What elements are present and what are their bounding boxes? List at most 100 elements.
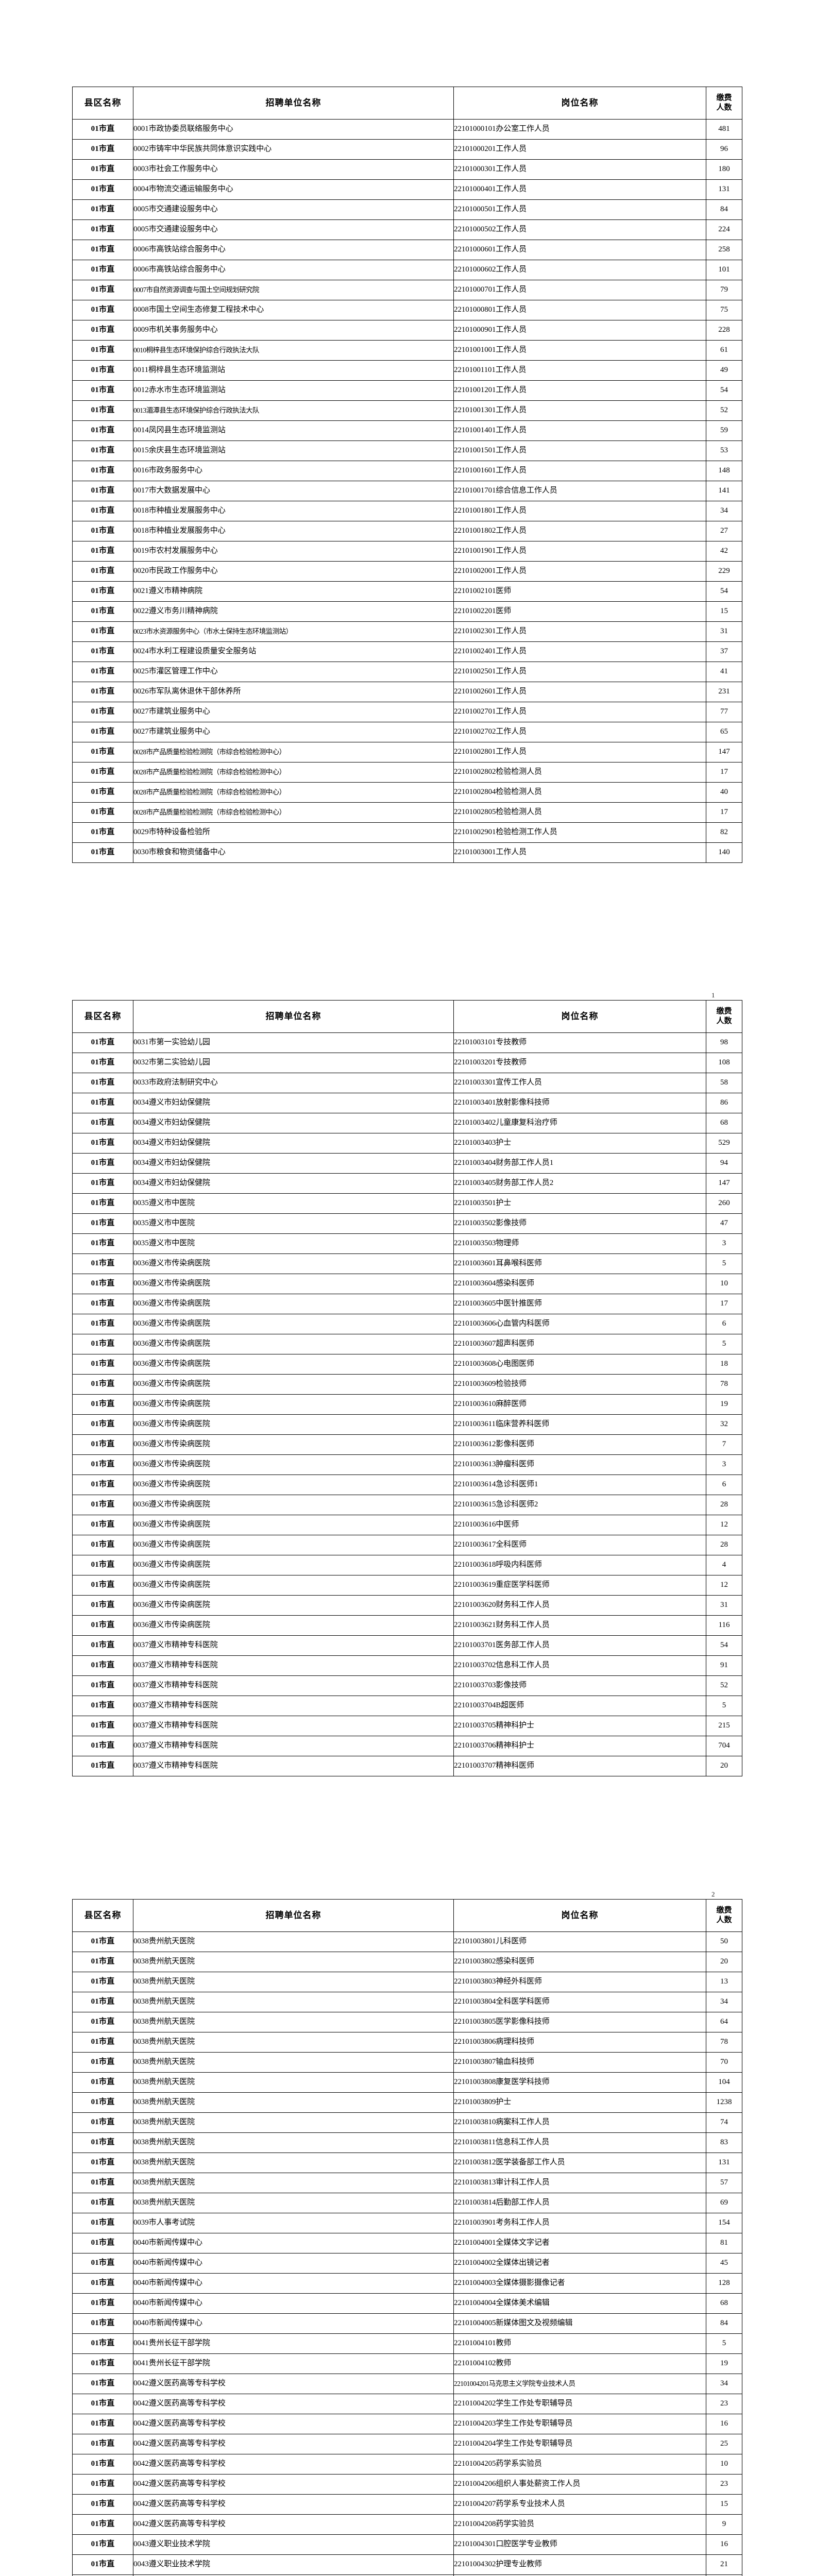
cell-unit: 0034遵义市妇幼保健院 — [133, 1173, 454, 1194]
cell-count: 23 — [706, 2474, 742, 2495]
cell-unit: 0036遵义市传染病医院 — [133, 1454, 454, 1475]
cell-unit: 0036遵义市传染病医院 — [133, 1274, 454, 1294]
cell-region: 01市直 — [72, 1675, 133, 1696]
table-row: 01市直 0031市第一实验幼儿园 22101003101专技教师 98 — [72, 1032, 742, 1053]
cell-region: 01市直 — [72, 1454, 133, 1475]
page-break-gap — [0, 863, 814, 914]
cell-count: 40 — [706, 782, 742, 803]
table-row: 01市直 0038贵州航天医院 22101003802感染科医师 20 — [72, 1952, 742, 1972]
cell-unit: 0037遵义市精神专科医院 — [133, 1635, 454, 1656]
count-header-line2: 人数 — [716, 1017, 732, 1025]
cell-post: 22101003612影像科医师 — [453, 1434, 706, 1455]
cell-region: 01市直 — [72, 1595, 133, 1616]
cell-post: 22101003812医学装备部工作人员 — [453, 2153, 706, 2173]
page-number: 1 — [711, 991, 715, 999]
cell-region: 01市直 — [72, 1374, 133, 1395]
cell-count: 74 — [706, 2112, 742, 2133]
cell-post: 22101000601工作人员 — [453, 240, 706, 260]
cell-region: 01市直 — [72, 1193, 133, 1214]
cell-unit: 0027市建筑业服务中心 — [133, 702, 454, 722]
table-row: 01市直 0037遵义市精神专科医院 22101003706精神科护士 704 — [72, 1736, 742, 1756]
table-row: 01市直 0042遵义医药高等专科学校 22101004203学生工作处专职辅导员 1… — [72, 2414, 742, 2434]
column-header-count: 缴费 人数 — [706, 1000, 742, 1033]
cell-count: 98 — [706, 1032, 742, 1053]
cell-region: 01市直 — [72, 1515, 133, 1535]
table-row: 01市直 0038贵州航天医院 22101003812医学装备部工作人员 131 — [72, 2153, 742, 2173]
cell-post: 22101003615急诊科医师2 — [453, 1495, 706, 1515]
cell-region: 01市直 — [72, 1093, 133, 1113]
cell-post: 22101004101教师 — [453, 2333, 706, 2354]
cell-post: 22101002101医师 — [453, 581, 706, 602]
cell-unit: 0037遵义市精神专科医院 — [133, 1716, 454, 1736]
cell-post: 22101002805检验检测人员 — [453, 802, 706, 823]
cell-unit: 0031市第一实验幼儿园 — [133, 1032, 454, 1053]
cell-post: 22101004102教师 — [453, 2353, 706, 2374]
page-2: 1 县区名称 招聘单位名称 岗位名称 缴费 人数 01市直 0031市第一实验幼儿园 22101… — [0, 914, 814, 1776]
cell-region: 01市直 — [72, 1213, 133, 1234]
table-row: 01市直 0038贵州航天医院 22101003810病案科工作人员 74 — [72, 2112, 742, 2133]
cell-region: 01市直 — [72, 320, 133, 341]
cell-region: 01市直 — [72, 762, 133, 783]
cell-unit: 0010桐梓县生态环境保护综合行政执法大队 — [133, 340, 454, 361]
cell-region: 01市直 — [72, 2514, 133, 2535]
table-row: 01市直 0038贵州航天医院 22101003814后勤部工作人员 69 — [72, 2193, 742, 2213]
cell-count: 231 — [706, 682, 742, 702]
cell-region: 01市直 — [72, 1756, 133, 1776]
cell-unit: 0027市建筑业服务中心 — [133, 722, 454, 742]
cell-region: 01市直 — [72, 1696, 133, 1716]
table-row: 01市直 0036遵义市传染病医院 22101003606心血管内科医师 6 — [72, 1314, 742, 1334]
cell-region: 01市直 — [72, 2233, 133, 2253]
cell-count: 28 — [706, 1535, 742, 1555]
cell-post: 22101004201马克思主义学院专业技术人员 — [453, 2374, 706, 2394]
cell-post: 22101001501工作人员 — [453, 440, 706, 461]
table-row: 01市直 0038贵州航天医院 22101003803神经外科医师 13 — [72, 1972, 742, 1992]
cell-region: 01市直 — [72, 1716, 133, 1736]
table-row: 01市直 0005市交通建设服务中心 22101000501工作人员 84 — [72, 199, 742, 220]
cell-post: 22101003811信息科工作人员 — [453, 2132, 706, 2153]
cell-count: 10 — [706, 1274, 742, 1294]
cell-region: 01市直 — [72, 360, 133, 381]
cell-unit: 0040市新闻传媒中心 — [133, 2273, 454, 2294]
cell-region: 01市直 — [72, 1575, 133, 1596]
table-row: 01市直 0042遵义医药高等专科学校 22101004201马克思主义学院专业技术… — [72, 2374, 742, 2394]
cell-post: 22101002802检验检测人员 — [453, 762, 706, 783]
cell-unit: 0036遵义市传染病医院 — [133, 1294, 454, 1314]
cell-post: 22101000101办公室工作人员 — [453, 119, 706, 140]
cell-post: 22101003706精神科护士 — [453, 1736, 706, 1756]
cell-unit: 0037遵义市精神专科医院 — [133, 1696, 454, 1716]
table-row: 01市直 0043遵义职业技术学院 22101004302护理专业教师 21 — [72, 2554, 742, 2575]
cell-region: 01市直 — [72, 1655, 133, 1676]
cell-unit: 0012赤水市生态环境监测站 — [133, 380, 454, 401]
cell-post: 22101003503物理师 — [453, 1233, 706, 1254]
cell-unit: 0001市政协委员联络服务中心 — [133, 119, 454, 140]
table-row: 01市直 0036遵义市传染病医院 22101003601耳鼻喉科医师 5 — [72, 1253, 742, 1274]
cell-region: 01市直 — [72, 521, 133, 541]
cell-region: 01市直 — [72, 742, 133, 762]
page-top-spacer — [72, 1828, 742, 1890]
cell-unit: 0006市高铁站综合服务中心 — [133, 260, 454, 280]
cell-post: 22101003808康复医学科技师 — [453, 2072, 706, 2093]
cell-unit: 0035遵义市中医院 — [133, 1213, 454, 1234]
table-row: 01市直 0043遵义职业技术学院 22101004301口腔医学专业教师 16 — [72, 2534, 742, 2555]
cell-post: 22101003607超声科医师 — [453, 1334, 706, 1354]
table-row: 01市直 0013湄潭县生态环境保护综合行政执法大队 22101001301工作人员… — [72, 400, 742, 421]
cell-unit: 0042遵义医药高等专科学校 — [133, 2494, 454, 2515]
cell-post: 22101000701工作人员 — [453, 280, 706, 300]
cell-region: 01市直 — [72, 260, 133, 280]
cell-count: 70 — [706, 2052, 742, 2073]
cell-count: 84 — [706, 199, 742, 220]
cell-count: 16 — [706, 2414, 742, 2434]
cell-unit: 0042遵义医药高等专科学校 — [133, 2514, 454, 2535]
cell-region: 01市直 — [72, 2052, 133, 2073]
cell-unit: 0034遵义市妇幼保健院 — [133, 1093, 454, 1113]
cell-post: 22101004207药学系专业技术人员 — [453, 2494, 706, 2515]
table-row: 01市直 0039市人事考试院 22101003901考务科工作人员 154 — [72, 2213, 742, 2233]
cell-count: 20 — [706, 1756, 742, 1776]
cell-unit: 0002市铸牢中华民族共同体意识实践中心 — [133, 139, 454, 160]
table-row: 01市直 0041贵州长征干部学院 22101004102教师 19 — [72, 2353, 742, 2374]
page-break-gap — [0, 1776, 814, 1828]
table-header-row: 县区名称 招聘单位名称 岗位名称 缴费 人数 — [72, 1899, 742, 1932]
cell-count: 9 — [706, 2514, 742, 2535]
cell-unit: 0036遵义市传染病医院 — [133, 1615, 454, 1636]
